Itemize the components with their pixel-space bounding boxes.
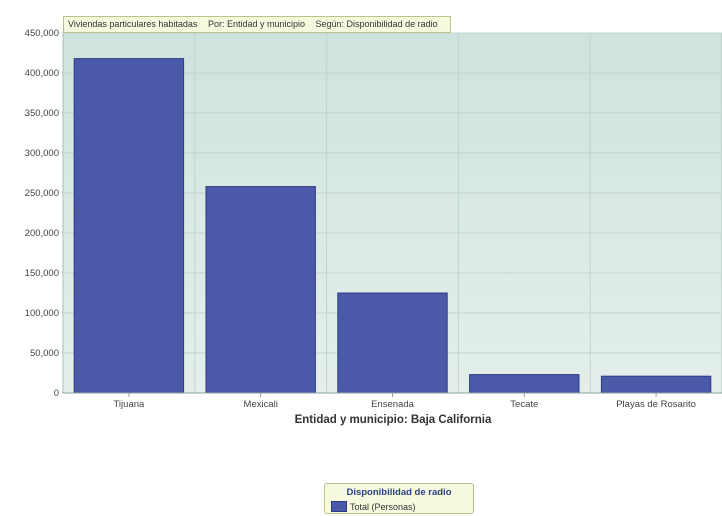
legend-label: Total (Personas)	[350, 501, 416, 512]
chart-title: Viviendas particulares habitadas Por: En…	[63, 16, 451, 33]
y-tick-label: 100,000	[25, 308, 59, 319]
x-tick-label: Tijuana	[113, 399, 145, 410]
y-tick-label: 300,000	[25, 148, 59, 159]
bar-ensenada	[337, 292, 448, 394]
x-tick-label: Mexicali	[244, 399, 278, 410]
y-tick-label: 0	[54, 388, 59, 399]
y-axis-ticks: 0 50,000 100,000 150,000 200,000 250,000 300,0…	[25, 28, 59, 399]
bar-mexicali	[205, 186, 316, 394]
y-tick-label: 50,000	[30, 348, 59, 359]
x-tick-label: Tecate	[510, 399, 538, 410]
bars	[73, 58, 712, 394]
legend-title: Disponibilidad de radio	[346, 487, 452, 498]
bar-playas-de-rosarito	[600, 375, 712, 394]
x-axis-ticks: Tijuana Mexicali Ensenada Tecate Playas de R…	[113, 393, 696, 410]
title-part-according: Según: Disponibilidad de radio	[315, 19, 438, 29]
y-tick-label: 400,000	[25, 68, 59, 79]
y-tick-label: 150,000	[25, 268, 59, 279]
x-tick-label: Playas de Rosarito	[616, 399, 696, 410]
bar-tecate	[469, 374, 580, 394]
y-tick-label: 350,000	[25, 108, 59, 119]
title-part-by: Por: Entidad y municipio	[207, 19, 305, 29]
x-axis-label: Entidad y municipio: Baja California	[295, 414, 492, 426]
legend-item: Total (Personas)	[331, 501, 416, 512]
legend-swatch	[331, 501, 347, 512]
y-tick-label: 250,000	[25, 188, 59, 199]
y-tick-label: 200,000	[25, 228, 59, 239]
x-tick-label: Ensenada	[371, 399, 415, 410]
legend: Disponibilidad de radio Total (Personas)	[324, 483, 474, 514]
title-part-subject: Viviendas particulares habitadas	[68, 19, 198, 29]
bar-tijuana	[73, 58, 185, 394]
y-tick-label: 450,000	[25, 28, 59, 39]
